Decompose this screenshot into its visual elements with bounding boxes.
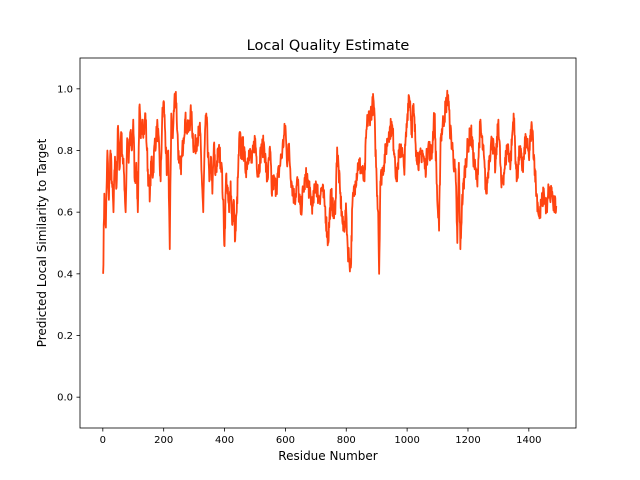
y-tick-label: 0.4 xyxy=(57,269,73,280)
x-tick-label: 200 xyxy=(154,435,173,446)
x-tick-label: 600 xyxy=(276,435,295,446)
x-tick-label: 800 xyxy=(337,435,356,446)
plot-area-frame xyxy=(79,57,577,429)
x-tick-label: 0 xyxy=(100,435,106,446)
x-tick-label: 400 xyxy=(215,435,234,446)
y-axis-label: Predicted Local Similarity to Target xyxy=(35,138,49,347)
chart-title: Local Quality Estimate xyxy=(247,38,410,54)
y-tick-label: 0.6 xyxy=(57,208,73,219)
y-axis: 0.0 0.2 0.4 0.6 0.8 1.0 xyxy=(57,84,80,404)
x-tick-label: 1400 xyxy=(516,435,541,446)
y-tick-label: 1.0 xyxy=(57,84,73,95)
x-axis-label: Residue Number xyxy=(278,449,377,463)
x-tick-label: 1000 xyxy=(394,435,419,446)
y-tick-label: 0.2 xyxy=(57,331,73,342)
y-tick-label: 0.0 xyxy=(57,393,73,404)
y-tick-label: 0.8 xyxy=(57,146,73,157)
x-tick-label: 1200 xyxy=(455,435,480,446)
series-line xyxy=(102,89,558,275)
x-axis: 0 200 400 600 800 1000 1200 1400 xyxy=(100,428,542,446)
